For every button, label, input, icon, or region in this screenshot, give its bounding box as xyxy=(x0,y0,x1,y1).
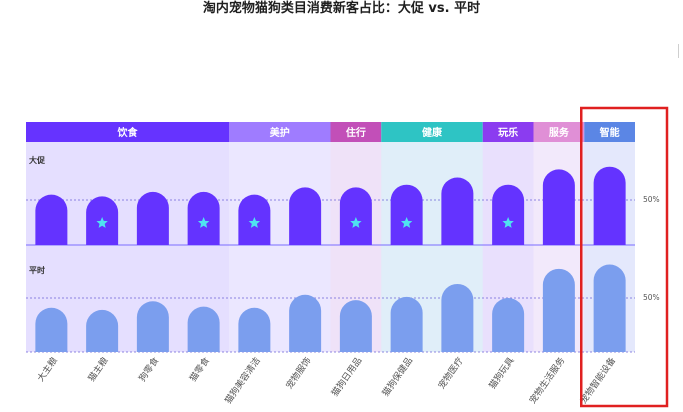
bar-0-5 xyxy=(289,187,322,245)
bars xyxy=(35,166,626,352)
bar-0-6 xyxy=(339,187,372,245)
bar-1-1 xyxy=(86,309,119,352)
highlight-box xyxy=(580,106,669,408)
group-label-0: 饮食 xyxy=(117,126,139,139)
bar-1-0 xyxy=(35,307,68,352)
group-label-5: 服务 xyxy=(549,126,570,139)
bar-1-9 xyxy=(492,298,525,352)
bar-0-2 xyxy=(136,191,169,245)
group-header-4 xyxy=(482,122,534,142)
bar-0-10 xyxy=(542,169,575,245)
highlight xyxy=(580,106,669,408)
panel-label-1: 平时 xyxy=(29,265,45,275)
group-header-0 xyxy=(26,122,229,142)
star-icon xyxy=(350,217,362,228)
bar-1-2 xyxy=(136,301,169,352)
edge-mark xyxy=(678,44,679,58)
group-label-4: 玩乐 xyxy=(498,126,518,139)
category-label-2: 狗零食 xyxy=(136,355,161,384)
category-label-10: 宠物生活服务 xyxy=(527,355,568,406)
bar-1-8 xyxy=(441,283,474,352)
group-header-2 xyxy=(330,122,382,142)
category-label-7: 猫狗保健品 xyxy=(379,355,415,399)
group-backgrounds xyxy=(26,142,635,352)
category-label-0: 大主粮 xyxy=(35,355,60,384)
category-label-9: 猫狗玩具 xyxy=(486,355,516,391)
category-label-8: 宠物医疗 xyxy=(435,355,465,391)
bar-1-11 xyxy=(593,264,626,352)
star-icon xyxy=(248,217,261,228)
group-label-6: 智能 xyxy=(600,126,620,139)
bar-1-7 xyxy=(390,296,423,352)
star-icon xyxy=(197,217,210,228)
category-label-3: 猫零食 xyxy=(187,355,212,384)
bar-1-3 xyxy=(187,306,220,352)
group-headers: 饮食 美护 住行 健康 玩乐 服务 智能 xyxy=(26,122,635,142)
labels: 50% 大促 50% 平时 xyxy=(29,155,660,302)
bar-1-6 xyxy=(339,300,372,352)
category-label-6: 猫狗日用品 xyxy=(329,355,365,399)
bar-0-11 xyxy=(593,166,626,245)
chart-title: 淘内宠物猫狗类目消费新客占比：大促 vs. 平时 xyxy=(202,1,481,16)
bar-1-10 xyxy=(542,268,575,352)
bar-0-7 xyxy=(390,184,423,245)
group-header-6 xyxy=(584,122,635,142)
reference-label-0: 50% xyxy=(643,195,660,204)
star-icon xyxy=(400,217,413,228)
category-label-4: 猫狗美容清洁 xyxy=(222,355,263,406)
panel-label-0: 大促 xyxy=(29,155,46,165)
reference-label-1: 50% xyxy=(643,293,660,302)
star-icon xyxy=(96,217,108,228)
bar-0-8 xyxy=(441,177,474,245)
group-header-5 xyxy=(533,122,585,142)
bar-0-9 xyxy=(492,184,525,245)
category-label-1: 猫主粮 xyxy=(85,355,110,384)
group-label-1: 美护 xyxy=(270,126,290,139)
bar-0-0 xyxy=(35,194,68,245)
reference-lines xyxy=(26,199,635,353)
category-label-5: 宠物服饰 xyxy=(283,355,313,391)
group-label-2: 住行 xyxy=(346,126,366,139)
group-label-3: 健康 xyxy=(422,126,443,139)
category-label-11: 宠物智能设备 xyxy=(577,355,618,406)
category-labels: 大主粮 猫主粮 狗零食 猫零食 猫狗美容清洁 宠物服饰 猫狗日用品 猫狗保健品 宠物医疗 猫狗玩具… xyxy=(35,355,619,406)
group-header-3 xyxy=(381,122,483,142)
group-header-1 xyxy=(229,122,331,142)
bar-1-5 xyxy=(289,294,322,352)
plot-background xyxy=(26,142,635,352)
bar-1-4 xyxy=(238,307,271,352)
star-icon xyxy=(502,217,514,228)
